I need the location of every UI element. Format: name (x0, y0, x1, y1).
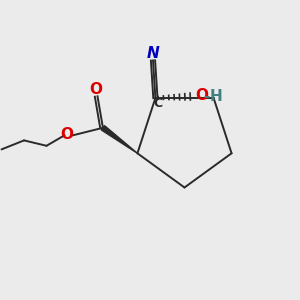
Text: H: H (209, 89, 222, 104)
Text: -: - (203, 89, 210, 104)
Text: C: C (153, 97, 162, 110)
Text: O: O (60, 127, 73, 142)
Text: O: O (195, 88, 208, 104)
Polygon shape (101, 126, 137, 153)
Text: O: O (89, 82, 103, 97)
Text: N: N (147, 46, 159, 62)
